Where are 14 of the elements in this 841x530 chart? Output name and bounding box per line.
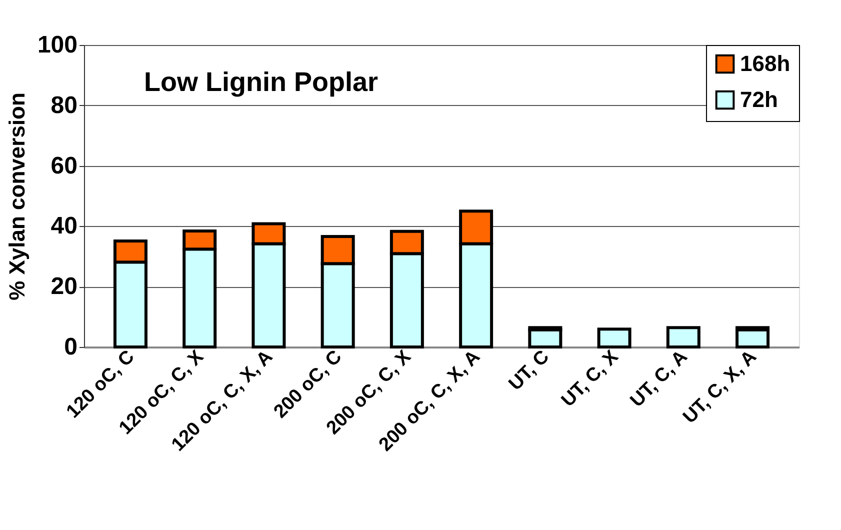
legend-label: 168h [740,51,790,76]
bar [666,326,700,348]
x-tick-label: UT, C, X [558,346,623,412]
y-axis-title: % Xylan conversion [4,92,30,300]
y-tick-label: 60 [50,152,78,180]
y-tick-label: 40 [50,212,78,240]
y-tick-label: 80 [50,92,78,119]
y-tick-label: 100 [37,32,78,58]
x-tick-label: UT, C [505,346,554,395]
legend-label: 72h [740,87,778,112]
y-tick-label: 20 [50,273,78,300]
annotation: Low Lignin Poplar [144,67,378,97]
y-tick-label: 0 [64,334,78,360]
bar [597,328,632,348]
